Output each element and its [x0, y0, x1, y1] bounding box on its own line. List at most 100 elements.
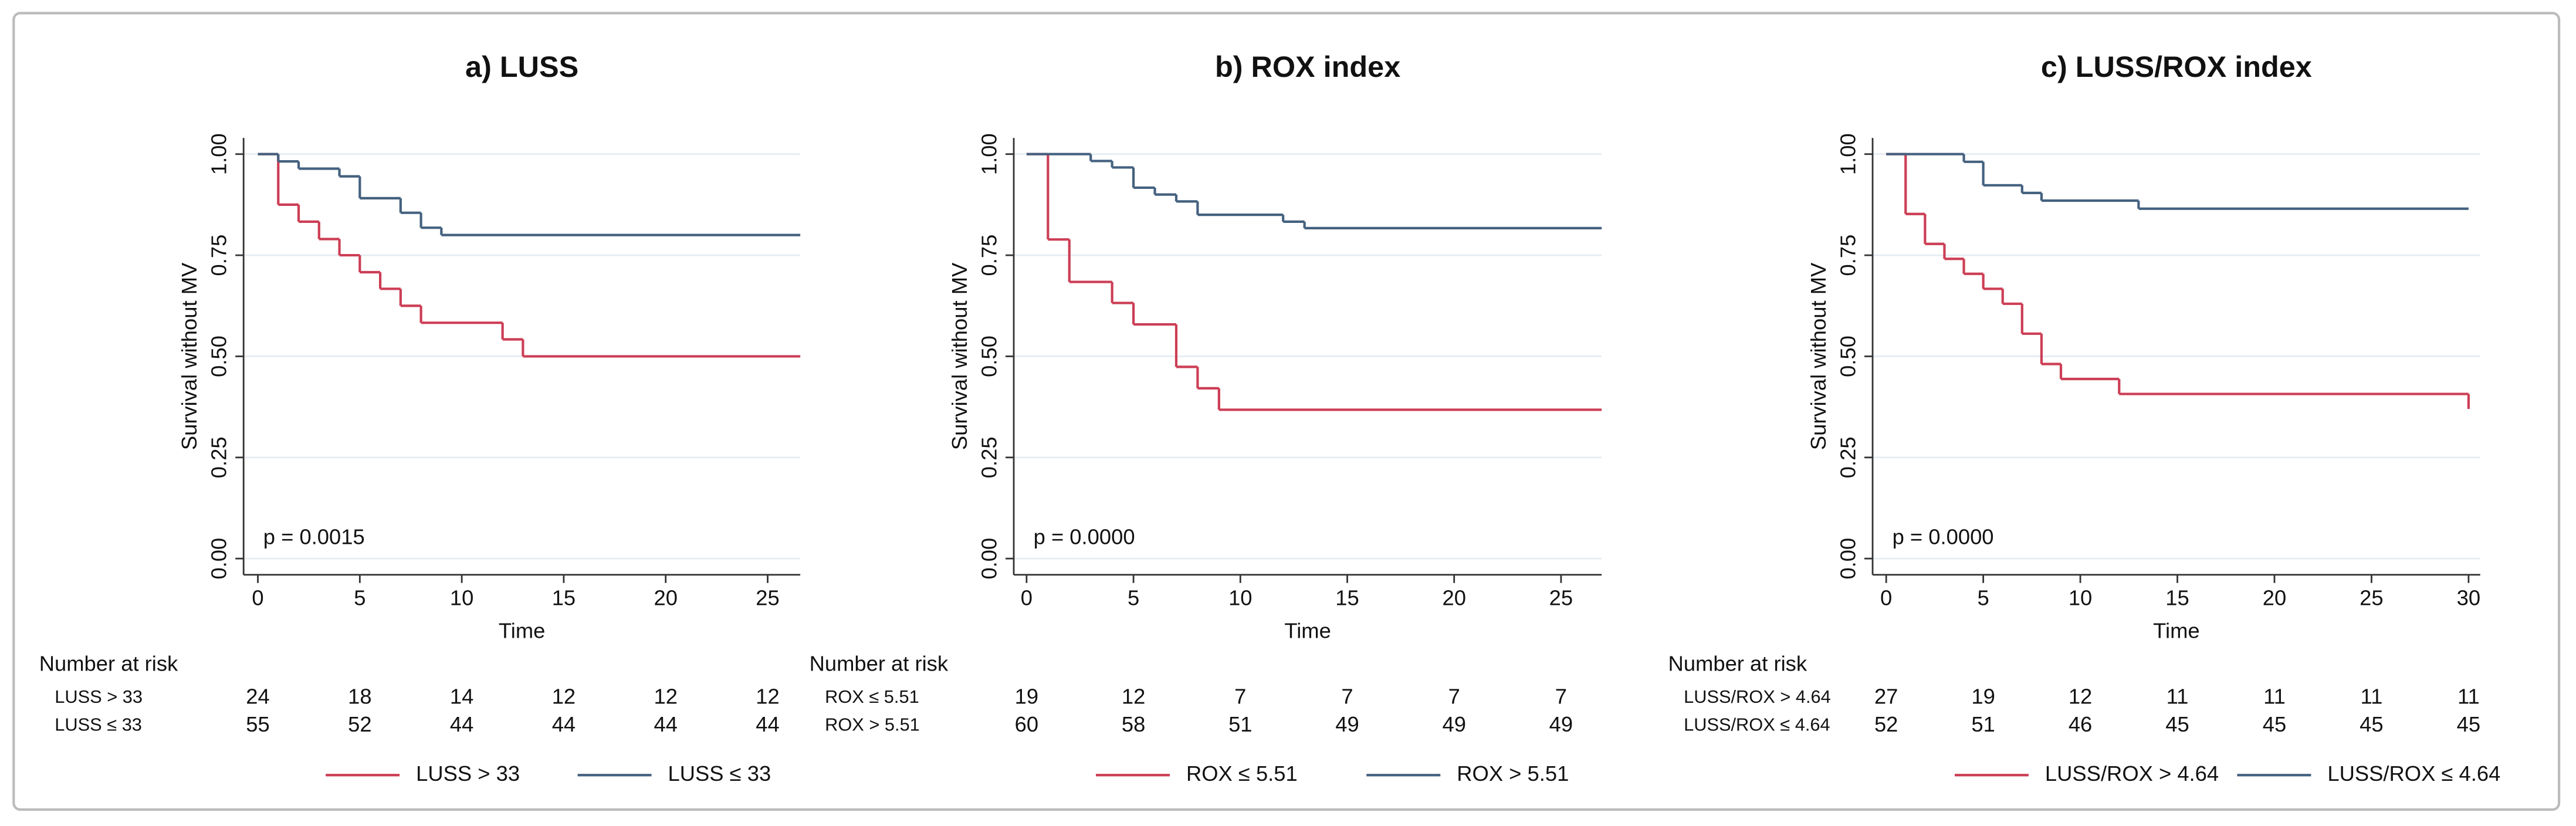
y-tick-label: 0.75 — [207, 235, 231, 276]
legend-label: ROX ≤ 5.51 — [1186, 761, 1298, 786]
legend-label: LUSS/ROX > 4.64 — [2045, 761, 2219, 786]
legend-label: ROX > 5.51 — [1457, 761, 1569, 786]
risk-value: 49 — [1442, 712, 1465, 736]
y-tick-label: 0.25 — [1836, 436, 1860, 478]
y-tick-label: 0.50 — [1836, 336, 1860, 377]
risk-value: 18 — [348, 684, 371, 708]
risk-value: 7 — [1341, 684, 1353, 708]
risk-value: 44 — [654, 712, 677, 736]
risk-value: 19 — [1971, 684, 1995, 708]
risk-value: 12 — [756, 684, 779, 708]
risk-row-label: LUSS ≤ 33 — [55, 714, 142, 734]
risk-value: 44 — [450, 712, 473, 736]
x-axis-label: Time — [2153, 618, 2199, 642]
risk-value: 19 — [1015, 684, 1038, 708]
x-tick-label: 5 — [354, 585, 365, 610]
risk-value: 55 — [246, 712, 269, 736]
risk-value: 14 — [450, 684, 473, 708]
y-axis-label: Survival without MV — [1806, 262, 1830, 450]
legend-label: LUSS ≤ 33 — [668, 761, 771, 786]
y-axis-label: Survival without MV — [947, 262, 971, 450]
risk-value: 7 — [1234, 684, 1246, 708]
y-tick-label: 1.00 — [977, 133, 1001, 175]
risk-value: 51 — [1228, 712, 1252, 736]
x-tick-label: 10 — [450, 585, 473, 610]
x-tick-label: 20 — [2263, 585, 2286, 610]
risk-row-label: LUSS/ROX ≤ 4.64 — [1684, 714, 1830, 734]
risk-value: 12 — [552, 684, 576, 708]
risk-value: 52 — [1874, 712, 1898, 736]
risk-value: 49 — [1335, 712, 1359, 736]
x-tick-label: 25 — [756, 585, 779, 610]
risk-value: 44 — [552, 712, 576, 736]
x-tick-label: 25 — [1549, 585, 1573, 610]
frame — [12, 12, 2561, 811]
x-tick-label: 0 — [1880, 585, 1892, 610]
risk-title: Number at risk — [810, 651, 949, 675]
risk-value: 12 — [1122, 684, 1145, 708]
risk-value: 45 — [2165, 712, 2189, 736]
risk-value: 24 — [246, 684, 269, 708]
y-tick-label: 0.75 — [1836, 235, 1860, 276]
risk-value: 49 — [1549, 712, 1573, 736]
x-tick-label: 0 — [1021, 585, 1033, 610]
y-tick-label: 1.00 — [207, 133, 231, 175]
x-tick-label: 30 — [2457, 585, 2480, 610]
x-tick-label: 5 — [1128, 585, 1139, 610]
risk-value: 11 — [2457, 684, 2480, 708]
risk-title: Number at risk — [1668, 651, 1807, 675]
x-axis-label: Time — [499, 618, 545, 642]
x-tick-label: 15 — [552, 585, 576, 610]
x-tick-label: 0 — [252, 585, 263, 610]
risk-row-label: LUSS > 33 — [55, 686, 143, 707]
risk-value: 45 — [2360, 712, 2383, 736]
y-tick-label: 0.00 — [1836, 538, 1860, 580]
panel-title: a) LUSS — [465, 50, 578, 83]
risk-value: 58 — [1122, 712, 1145, 736]
risk-value: 51 — [1971, 712, 1995, 736]
y-tick-label: 1.00 — [1836, 133, 1860, 175]
p-value: p = 0.0015 — [263, 525, 365, 549]
risk-value: 27 — [1874, 684, 1898, 708]
risk-value: 46 — [2069, 712, 2092, 736]
y-axis-label: Survival without MV — [177, 262, 201, 450]
p-value: p = 0.0000 — [1893, 525, 1994, 549]
risk-value: 12 — [654, 684, 677, 708]
x-tick-label: 20 — [1442, 585, 1465, 610]
x-tick-label: 20 — [654, 585, 677, 610]
legend-label: LUSS/ROX ≤ 4.64 — [2327, 761, 2500, 786]
risk-row-label: ROX > 5.51 — [825, 714, 920, 734]
x-tick-label: 10 — [2069, 585, 2092, 610]
p-value: p = 0.0000 — [1034, 525, 1135, 549]
y-tick-label: 0.00 — [977, 538, 1001, 580]
risk-value: 44 — [756, 712, 779, 736]
risk-value: 11 — [2361, 684, 2383, 708]
risk-row-label: LUSS/ROX > 4.64 — [1684, 686, 1831, 707]
y-tick-label: 0.25 — [977, 436, 1001, 478]
legend-label: LUSS > 33 — [416, 761, 520, 786]
y-tick-label: 0.00 — [207, 538, 231, 580]
y-tick-label: 0.25 — [207, 436, 231, 478]
x-tick-label: 10 — [1228, 585, 1252, 610]
risk-value: 12 — [2069, 684, 2092, 708]
y-tick-label: 0.50 — [207, 336, 231, 377]
risk-title: Number at risk — [39, 651, 178, 675]
risk-value: 7 — [1448, 684, 1460, 708]
risk-value: 11 — [2167, 684, 2189, 708]
y-tick-label: 0.75 — [977, 235, 1001, 276]
risk-value: 45 — [2457, 712, 2480, 736]
x-axis-label: Time — [1284, 618, 1331, 642]
x-tick-label: 25 — [2360, 585, 2383, 610]
y-tick-label: 0.50 — [977, 336, 1001, 377]
x-tick-label: 15 — [2165, 585, 2189, 610]
panel-title: c) LUSS/ROX index — [2041, 50, 2312, 83]
x-tick-label: 5 — [1978, 585, 1989, 610]
risk-row-label: ROX ≤ 5.51 — [825, 686, 919, 707]
panel-title: b) ROX index — [1215, 50, 1400, 83]
risk-value: 45 — [2263, 712, 2286, 736]
x-tick-label: 15 — [1335, 585, 1359, 610]
risk-value: 7 — [1555, 684, 1567, 708]
risk-value: 52 — [348, 712, 371, 736]
